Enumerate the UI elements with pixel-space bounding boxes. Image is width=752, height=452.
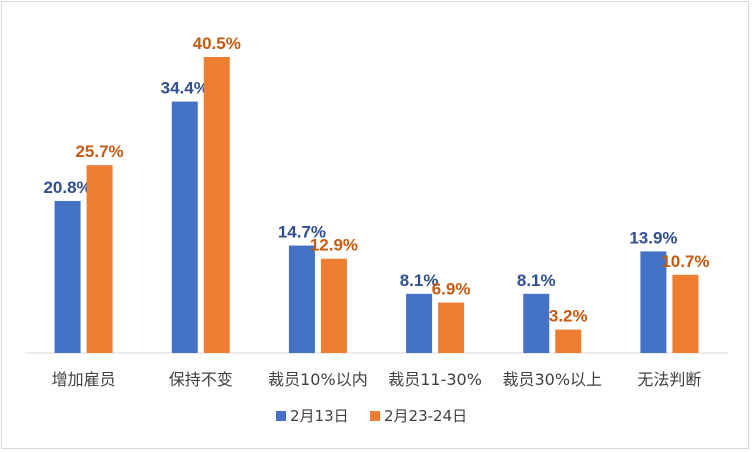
data-label-series1-6: 13.9% (629, 228, 677, 247)
bar-series2-6 (672, 274, 699, 353)
category-label-4: 裁员11-30% (388, 370, 482, 389)
bar-series2-4 (438, 302, 465, 353)
bar-series1-2 (171, 101, 198, 353)
bar-series2-2 (203, 57, 230, 353)
category-label-3: 裁员10%以内 (268, 370, 368, 389)
data-label-series1-4: 8.1% (400, 271, 439, 290)
bar-series1-6 (640, 251, 667, 353)
data-label-series1-5: 8.1% (517, 271, 556, 290)
category-label-5: 裁员30%以上 (502, 370, 602, 389)
bar-series1-4 (406, 293, 433, 353)
data-label-series2-5: 3.2% (549, 307, 588, 326)
data-label-series1-1: 20.8% (43, 178, 91, 197)
bar-series1-3 (288, 245, 315, 353)
category-label-6: 无法判断 (637, 370, 701, 389)
bar-series1-5 (523, 293, 550, 353)
legend-label-1: 2月13日 (290, 407, 349, 425)
category-label-1: 增加雇员 (52, 370, 116, 389)
data-label-series2-3: 12.9% (310, 236, 358, 255)
bar-series2-5 (555, 329, 582, 353)
data-label-series2-1: 25.7% (75, 142, 123, 161)
bar-series2-3 (320, 258, 347, 353)
data-label-series1-2: 34.4% (161, 79, 209, 98)
category-label-2: 保持不变 (169, 370, 233, 389)
data-label-series2-4: 6.9% (432, 280, 471, 299)
bar-series1-1 (54, 200, 81, 353)
data-label-series1-3: 14.7% (278, 223, 326, 242)
legend-swatch-1 (276, 411, 286, 421)
bar-series2-1 (86, 165, 113, 353)
data-label-series2-6: 10.7% (661, 252, 709, 271)
legend-swatch-2 (370, 411, 380, 421)
legend-label-2: 2月23-24日 (384, 407, 467, 425)
data-label-series2-2: 40.5% (193, 34, 241, 53)
